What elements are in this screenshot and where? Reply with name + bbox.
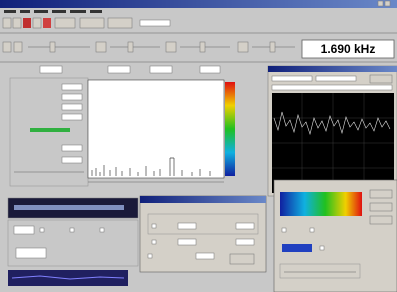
checkbox[interactable] [152, 224, 156, 228]
tool-button[interactable] [14, 42, 22, 52]
input-field[interactable] [62, 94, 82, 100]
menu-item[interactable] [70, 10, 86, 13]
checkbox[interactable] [152, 240, 156, 244]
ok-button[interactable] [230, 254, 254, 264]
tool-button[interactable] [166, 42, 176, 52]
menu-item[interactable] [34, 10, 48, 13]
input-field[interactable] [150, 66, 172, 73]
radio[interactable] [310, 228, 314, 232]
tool-button[interactable] [43, 18, 51, 28]
input-field[interactable] [178, 239, 196, 245]
frequency-display: 1.690 kHz [321, 42, 376, 56]
color-dialog [274, 180, 397, 292]
minimize-button[interactable] [378, 1, 383, 6]
radio[interactable] [282, 228, 286, 232]
input-field[interactable] [14, 226, 34, 234]
radio[interactable] [70, 228, 74, 232]
dialog-button[interactable] [370, 203, 392, 211]
input-field[interactable] [62, 104, 82, 110]
tool-button[interactable] [55, 18, 75, 28]
option[interactable] [316, 76, 356, 81]
tool-button[interactable] [96, 42, 106, 52]
input-field[interactable] [236, 239, 254, 245]
status-panel [8, 198, 138, 286]
input-field[interactable] [62, 84, 82, 90]
option[interactable] [272, 85, 392, 90]
menu-item[interactable] [52, 10, 66, 13]
menu-item[interactable] [4, 10, 16, 13]
spectrum-plot [88, 80, 235, 182]
radio[interactable] [320, 246, 324, 250]
input-field[interactable] [236, 223, 254, 229]
input-field[interactable] [62, 114, 82, 120]
input-field[interactable] [62, 145, 82, 151]
menu-item[interactable] [20, 10, 30, 13]
color-scale [225, 82, 235, 176]
input-field[interactable] [62, 157, 82, 163]
waterfall-strip [8, 270, 128, 286]
tool-button[interactable] [13, 18, 21, 28]
scope-button[interactable] [370, 75, 392, 83]
tool-button[interactable] [80, 18, 104, 28]
close-button[interactable] [385, 1, 390, 6]
option[interactable] [272, 76, 312, 81]
tool-button[interactable] [23, 18, 31, 28]
tool-button[interactable] [108, 18, 132, 28]
title-bar [0, 0, 397, 8]
slider-thumb[interactable] [200, 42, 205, 52]
input-field[interactable] [196, 253, 214, 259]
input-field[interactable] [40, 66, 62, 73]
input-field[interactable] [200, 66, 220, 73]
slider-thumb[interactable] [270, 42, 275, 52]
tool-button[interactable] [238, 42, 248, 52]
tool-button[interactable] [3, 18, 11, 28]
checkbox[interactable] [148, 254, 152, 258]
parameter-panel [10, 78, 88, 186]
menu-item[interactable] [90, 10, 102, 13]
color-map [280, 192, 362, 216]
radio[interactable] [100, 228, 104, 232]
input-field[interactable] [178, 223, 196, 229]
input-field[interactable] [140, 20, 170, 26]
slider-thumb[interactable] [50, 42, 55, 52]
settings-dialog [140, 196, 266, 272]
tool-button[interactable] [33, 18, 41, 28]
input-field[interactable] [16, 248, 46, 258]
slider-thumb[interactable] [128, 42, 133, 52]
screenshot: 1.690 kHz [0, 0, 397, 292]
dialog-button[interactable] [370, 190, 392, 198]
radio[interactable] [40, 228, 44, 232]
input-field[interactable] [108, 66, 130, 73]
scope-panel [268, 66, 397, 196]
tool-button[interactable] [3, 42, 11, 52]
level-bar [30, 128, 70, 132]
dialog-button[interactable] [370, 216, 392, 224]
color-swatch[interactable] [282, 244, 312, 252]
